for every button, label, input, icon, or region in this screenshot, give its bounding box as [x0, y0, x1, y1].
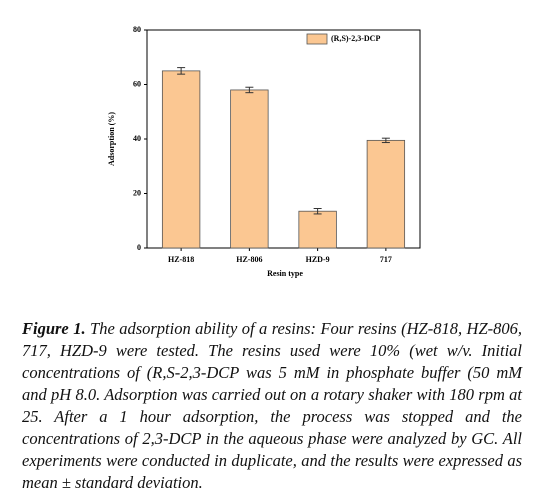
caption-text: The adsorption ability of a resins: Four… — [22, 319, 522, 492]
legend-swatch — [306, 33, 328, 45]
x-tick-label: HZ-818 — [168, 255, 194, 264]
y-tick-label: 40 — [133, 134, 141, 143]
bar — [298, 210, 337, 249]
error-bar — [381, 137, 390, 144]
legend-label: (R,S)-2,3-DCP — [331, 34, 380, 43]
y-tick-label: 0 — [137, 243, 141, 252]
x-tick-label: HZD-9 — [306, 255, 330, 264]
error-bar — [177, 67, 186, 75]
y-tick-label: 80 — [133, 25, 141, 34]
y-tick-label: 20 — [133, 188, 141, 197]
bar — [161, 70, 201, 249]
x-tick-label: 717 — [380, 255, 392, 264]
error-bar — [313, 207, 322, 215]
y-tick-label: 60 — [133, 79, 141, 88]
x-axis-label: Resin type — [267, 269, 303, 278]
y-axis-label: Adsorption (%) — [107, 112, 116, 166]
bar — [230, 89, 269, 249]
chart: Adsorption (%) Resin type 0 20 40 60 80 HZ-81… — [107, 25, 421, 278]
error-bar — [245, 86, 254, 94]
caption-label: Figure 1. — [22, 319, 86, 338]
bar — [366, 139, 406, 249]
caption: Figure 1. The adsorption ability of a re… — [22, 318, 522, 494]
x-tick-label: HZ-806 — [236, 255, 262, 264]
